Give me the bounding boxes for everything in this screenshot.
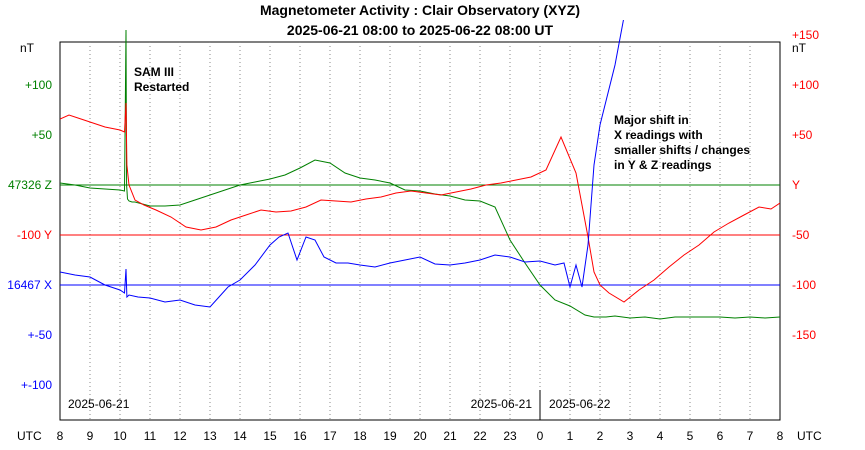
date-label-midnight-right: 2025-06-22 [549, 397, 611, 411]
series-line-y [60, 102, 780, 303]
x-tick-label: 14 [233, 429, 247, 443]
right-tick-label: +50 [792, 128, 813, 142]
x-tick-label: 23 [503, 429, 517, 443]
right-tick-label: +150 [792, 28, 819, 42]
x-unit-left: UTC [17, 429, 42, 443]
x-tick-label: 1 [567, 429, 574, 443]
vertical-grid [89, 42, 751, 420]
right-tick-label: -150 [792, 328, 816, 342]
left-tick-label: -100 Y [17, 228, 52, 242]
x-tick-label: 22 [473, 429, 487, 443]
right-tick-label: -50 [792, 228, 810, 242]
x-tick-label: 21 [443, 429, 457, 443]
date-label-midnight-left: 2025-06-21 [471, 397, 533, 411]
x-tick-label: 8 [57, 429, 64, 443]
right-tick-label: +100 [792, 78, 819, 92]
right-tick-label: Y [792, 178, 800, 192]
x-tick-label: 8 [777, 429, 784, 443]
x-tick-label: 15 [263, 429, 277, 443]
annotation-text: SAM III Restarted [134, 65, 189, 94]
x-tick-label: 9 [87, 429, 94, 443]
x-tick-label: 19 [383, 429, 397, 443]
annotation-line: SAM III [134, 65, 174, 79]
series-line-z [60, 29, 780, 320]
left-tick-label: +100 [25, 78, 52, 92]
series-line-x [60, 20, 624, 308]
x-tick-label: 10 [113, 429, 127, 443]
date-label-start: 2025-06-21 [68, 397, 130, 411]
right-tick-label: -100 [792, 278, 816, 292]
x-tick-label: 16 [293, 429, 307, 443]
left-tick-label: +50 [32, 128, 53, 142]
chart-subtitle: 2025-06-21 08:00 to 2025-06-22 08:00 UT [287, 22, 554, 38]
left-tick-label: 47326 Z [8, 178, 52, 192]
series-lines [60, 20, 780, 320]
annotation-line: Major shift in [614, 113, 689, 127]
x-tick-label: 0 [537, 429, 544, 443]
x-tick-label: 2 [597, 429, 604, 443]
x-tick-label: 17 [323, 429, 337, 443]
left-unit-label: nT [20, 41, 35, 55]
x-tick-label: 13 [203, 429, 217, 443]
annotations: SAM III Restarted Major shift in X readings… [134, 65, 750, 172]
left-tick-label: +-100 [21, 378, 52, 392]
annotation-line: in Y & Z readings [614, 158, 712, 172]
right-axis-labels: +150 +100 +50 Y -50 -100 -150 [792, 28, 819, 342]
annotation-line: smaller shifts / changes [614, 143, 750, 157]
chart-title: Magnetometer Activity : Clair Observator… [260, 2, 580, 18]
left-tick-label: 16467 X [7, 278, 52, 292]
baseline-lines [60, 184, 780, 286]
x-tick-label: 12 [173, 429, 187, 443]
x-tick-label: 6 [717, 429, 724, 443]
x-unit-right: UTC [797, 429, 822, 443]
x-tick-label: 5 [687, 429, 694, 443]
annotation-line: X readings with [614, 128, 703, 142]
annotation-line: Restarted [134, 80, 189, 94]
x-tick-label: 11 [144, 429, 157, 443]
x-axis-labels: 8 9 10 11 12 13 14 15 16 17 18 19 20 21 22 23 0 1 2 3 4 5 6 7 8 [57, 429, 784, 443]
left-tick-label: +-50 [28, 328, 53, 342]
left-axis-labels: +100 +50 47326 Z -100 Y 16467 X +-50 +-100 [7, 78, 52, 392]
x-tick-label: 18 [353, 429, 367, 443]
right-unit-label: nT [792, 41, 807, 55]
annotation-text: Major shift in X readings with smaller shi… [614, 113, 750, 172]
x-tick-label: 7 [747, 429, 754, 443]
x-tick-label: 20 [413, 429, 427, 443]
x-tick-label: 3 [627, 429, 634, 443]
x-tick-label: 4 [657, 429, 664, 443]
